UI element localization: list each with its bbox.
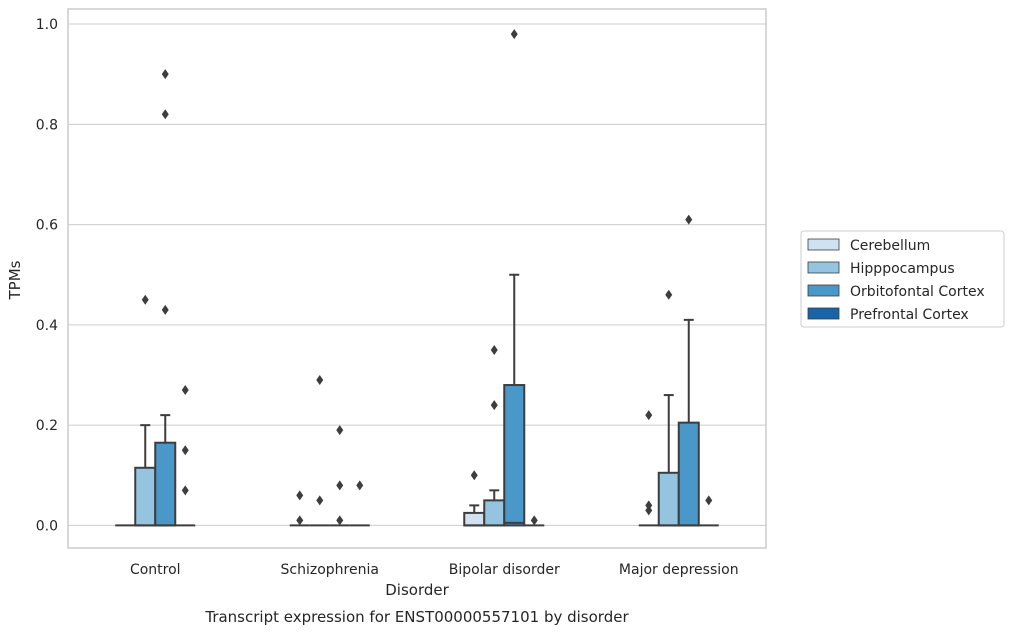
outlier-marker [490, 400, 498, 411]
outlier-marker [470, 470, 478, 481]
outlier-marker [645, 505, 653, 516]
box-body [503, 384, 526, 527]
box-body [483, 499, 506, 527]
outlier-marker [141, 294, 149, 305]
box-orbitofontal-cortex [154, 414, 177, 527]
box-orbitofontal-cortex [503, 273, 526, 527]
box-body [463, 511, 486, 527]
outlier-marker [181, 385, 189, 396]
chart-caption: Transcript expression for ENST0000055710… [204, 608, 629, 626]
outlier-marker [356, 480, 364, 491]
legend-swatch [807, 238, 840, 251]
outlier-marker [665, 289, 673, 300]
y-tick-label: 0.6 [36, 218, 58, 234]
outlier-marker [316, 495, 324, 506]
box-hipppocampus [657, 394, 680, 527]
outlier-marker [161, 304, 169, 315]
x-tick-label: Schizophrenia [281, 562, 379, 578]
outlier-marker [645, 500, 653, 511]
outlier-marker [316, 375, 324, 386]
box-body [677, 421, 700, 527]
outlier-marker [161, 109, 169, 120]
legend: Cerebellum Hipppocampus Orbitofontal Corte… [800, 230, 1005, 328]
box-orbitofontal-cortex [677, 318, 700, 527]
legend-label: Orbitofontal Cortex [850, 284, 985, 300]
x-tick-label: Bipolar disorder [449, 562, 560, 578]
box-plot-boxes [115, 273, 719, 527]
y-tick-label: 0.2 [36, 418, 58, 434]
box-body [657, 471, 680, 527]
legend-swatch [807, 284, 840, 297]
legend-frame [800, 230, 1005, 328]
outlier-marker [645, 410, 653, 421]
y-tick-label: 0.8 [36, 117, 58, 133]
box-body [154, 441, 177, 527]
outlier-marker [510, 29, 518, 40]
outlier-marker [181, 485, 189, 496]
legend-label: Cerebellum [850, 238, 930, 254]
outlier-marker [490, 344, 498, 355]
legend-swatch [807, 307, 840, 320]
axes: 0.0 0.2 0.4 0.6 0.8 1.0 Control Schizophrenia Bi… [36, 8, 767, 578]
box-cerebellum [463, 504, 486, 527]
y-tick-label: 1.0 [36, 17, 58, 33]
plot-frame [67, 8, 767, 549]
outlier-marker [161, 69, 169, 80]
outlier-marker [181, 445, 189, 456]
legend-label: Hipppocampus [850, 261, 955, 277]
x-tick-label: Major depression [619, 562, 739, 578]
legend-label: Prefrontal Cortex [850, 307, 969, 323]
outlier-marker [296, 515, 304, 526]
outlier-marker [296, 490, 304, 501]
y-tick-label: 0.4 [36, 318, 58, 334]
outlier-marker [336, 425, 344, 436]
y-axis-label: TPMs [6, 260, 24, 300]
y-tick-label: 0.0 [36, 518, 58, 534]
outlier-points [141, 29, 713, 526]
outlier-marker [336, 480, 344, 491]
x-tick-label: Control [130, 562, 181, 578]
outlier-marker [705, 495, 713, 506]
outlier-marker [685, 214, 693, 225]
box-hipppocampus [134, 424, 157, 527]
box-hipppocampus [483, 489, 506, 527]
legend-swatch [807, 261, 840, 274]
box-body [134, 466, 157, 527]
x-axis-label: Disorder [385, 581, 449, 599]
outlier-marker [530, 515, 538, 526]
outlier-marker [336, 515, 344, 526]
